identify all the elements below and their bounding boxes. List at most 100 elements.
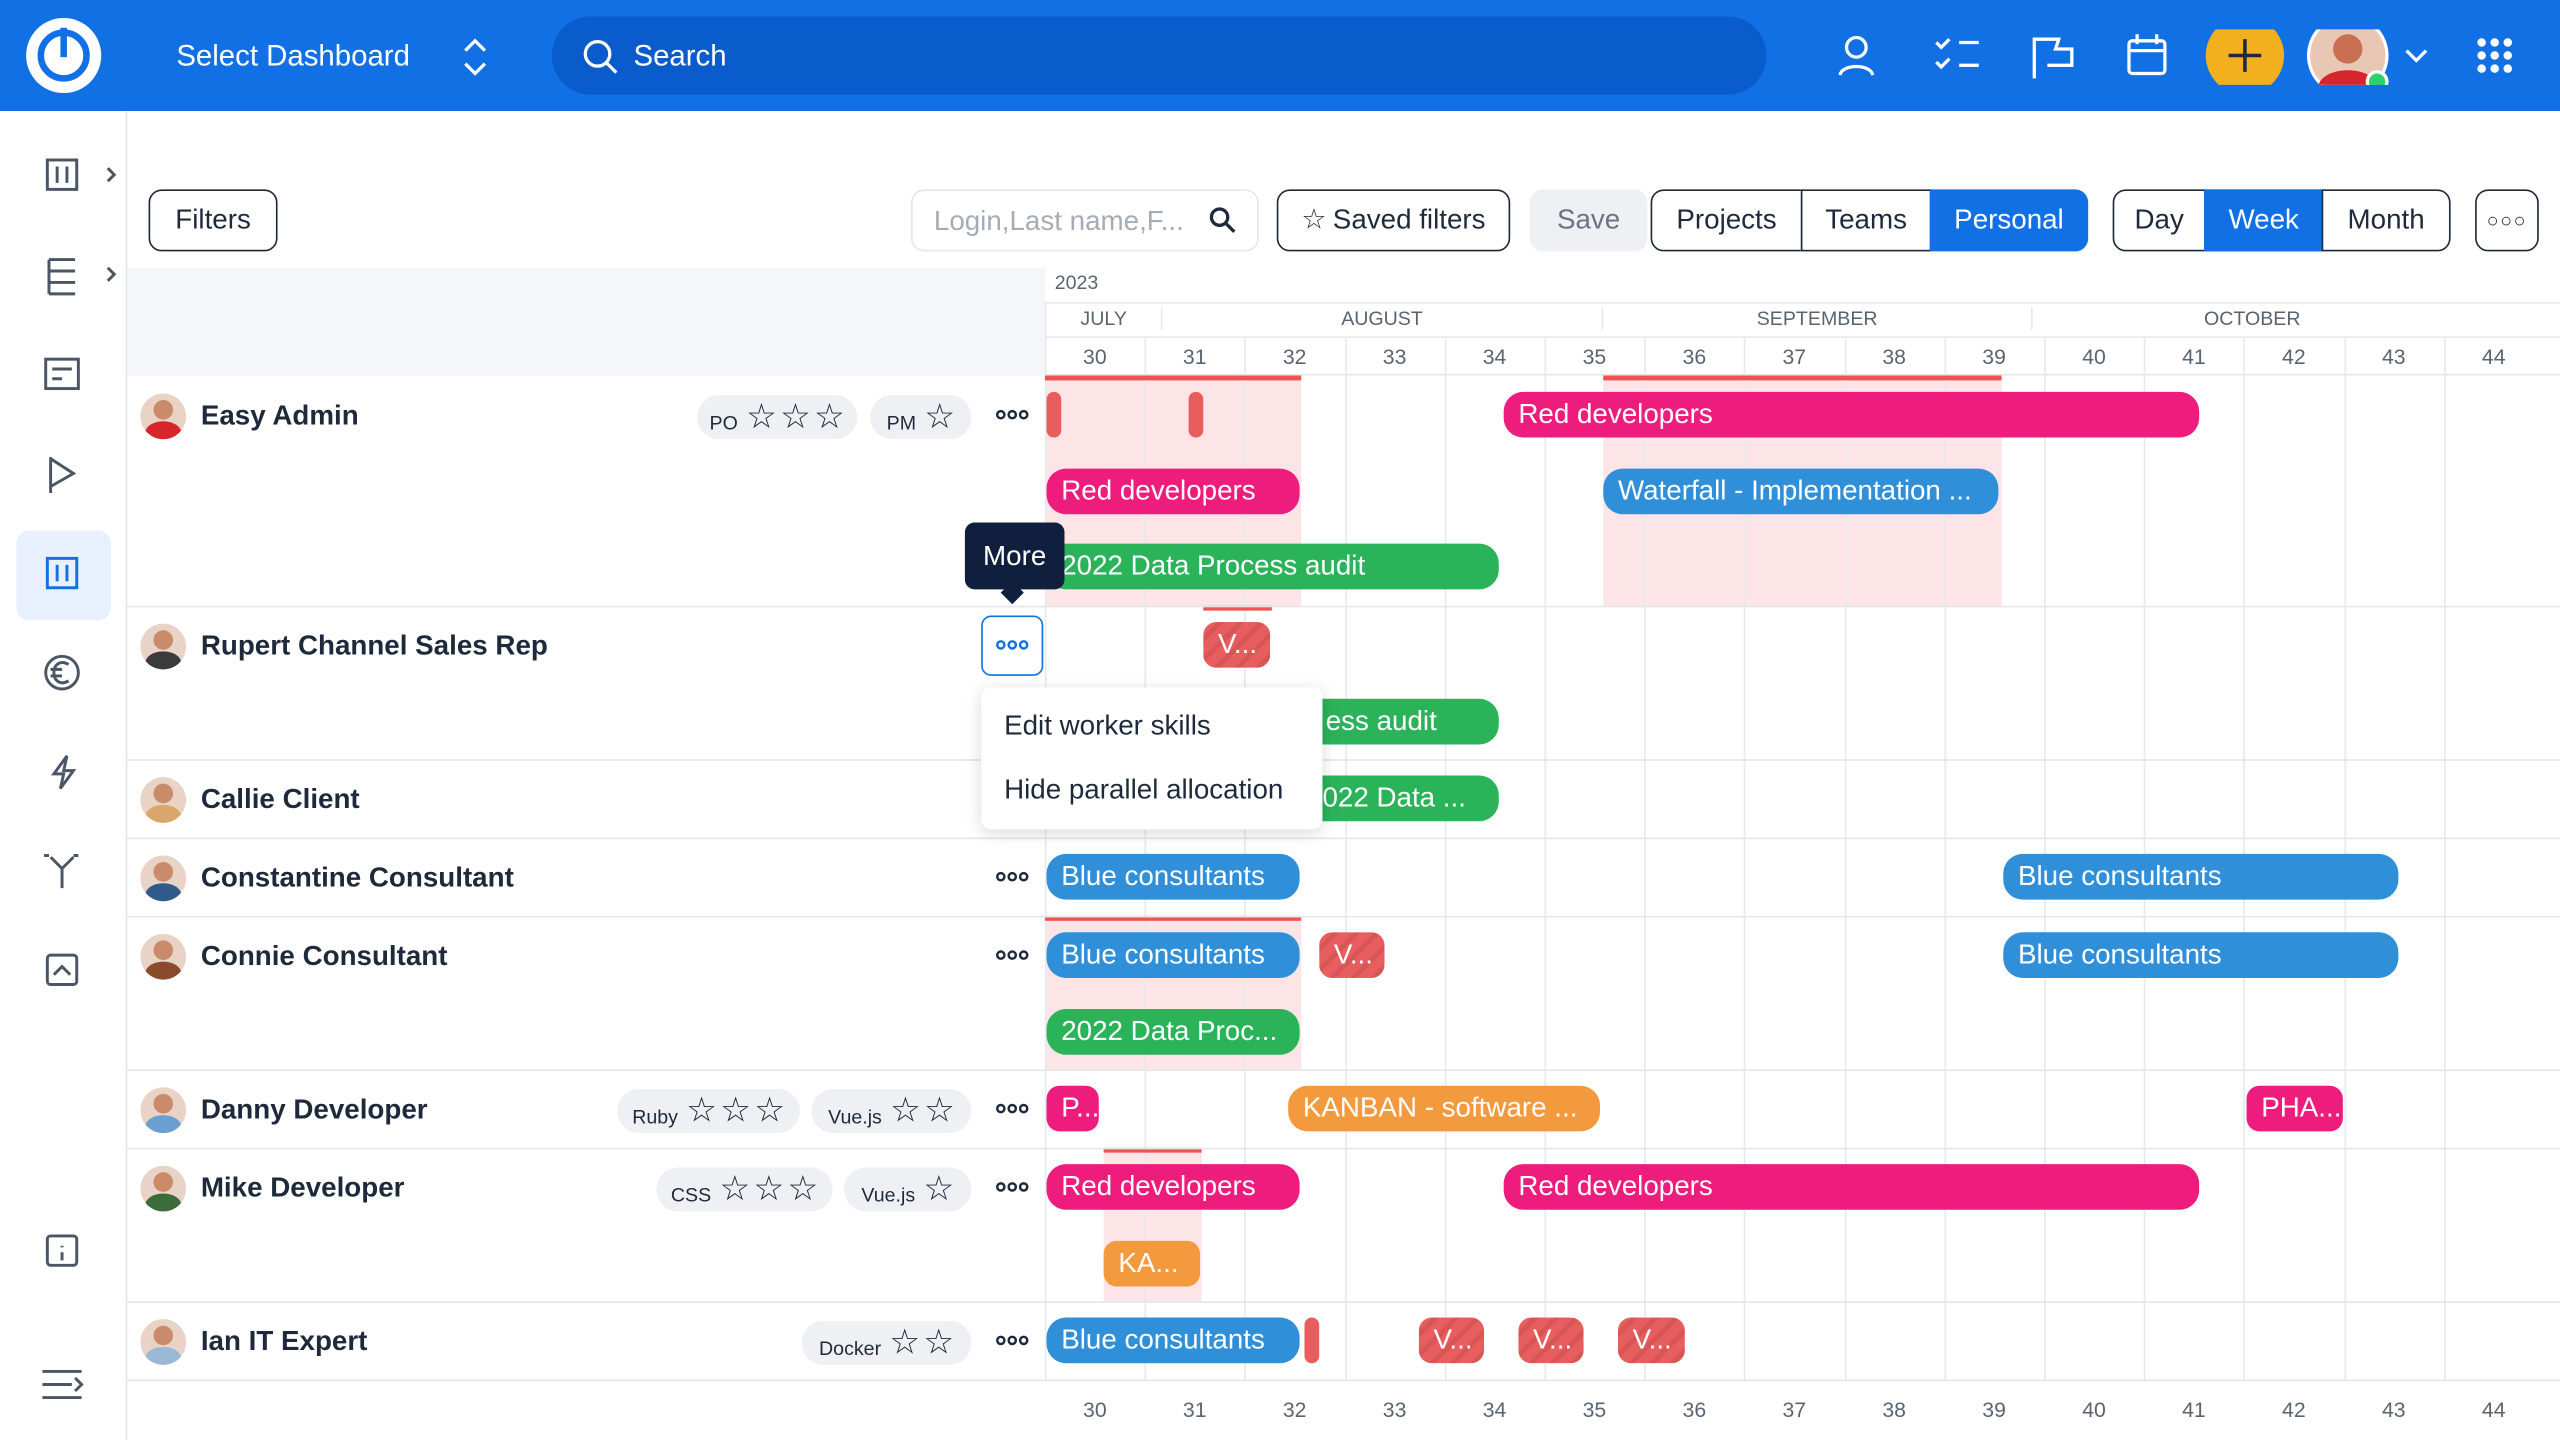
tab[interactable]: Day (2112, 189, 2206, 252)
allocation-bar[interactable]: V... (1617, 1317, 1685, 1364)
week-label: 38 (1882, 344, 1906, 369)
row-more-button-active[interactable] (981, 615, 1044, 676)
grid-line (2443, 337, 2446, 1380)
week-label: 37 (1782, 344, 1807, 369)
allocation-bar[interactable]: Blue consultants (1046, 1317, 1300, 1364)
allocation-bar[interactable]: 2022 Data Proc... (1046, 1008, 1300, 1054)
skill-star: ☆ (814, 398, 845, 436)
overload-line (1203, 605, 1272, 611)
allocation-bar[interactable]: Blue consultants (2003, 853, 2399, 900)
person-name[interactable]: Callie Client (200, 783, 360, 815)
sidebar-icons[interactable] (0, 111, 127, 1440)
avatar (140, 777, 187, 823)
skill-name: PO (709, 410, 738, 434)
search-placeholder[interactable]: Search (633, 39, 727, 72)
logo[interactable] (23, 15, 105, 97)
avatar-body (145, 961, 182, 980)
skill-star: ☆ (787, 1170, 819, 1209)
tab[interactable]: Teams (1800, 189, 1932, 252)
skill-star: ☆ (719, 1170, 751, 1209)
grid-line (1644, 337, 1647, 1380)
allocation-bar[interactable]: V... (1203, 622, 1271, 668)
person-name[interactable]: Rupert Channel Sales Rep (200, 630, 548, 662)
avatar (140, 623, 187, 670)
person-name[interactable]: Mike Developer (200, 1172, 405, 1204)
week-label: 38 (1882, 1397, 1906, 1423)
row-more[interactable] (988, 1324, 1037, 1362)
overload-line (1103, 1147, 1202, 1153)
allocation-bar[interactable]: Red developers (1046, 1164, 1300, 1210)
avatar-head (153, 399, 174, 420)
user-search-placeholder[interactable]: Login,Last name,F... (933, 205, 1184, 237)
skill-tag[interactable]: PO ☆ ☆ ☆ (697, 395, 858, 440)
week-label: 30 (1083, 1397, 1107, 1423)
user-search[interactable] (911, 189, 1259, 252)
person-name[interactable]: Ian IT Expert (200, 1325, 368, 1357)
week-label: 32 (1282, 344, 1307, 369)
allocation-bar[interactable]: PHA... (2246, 1085, 2343, 1132)
avatar-body (145, 1193, 182, 1212)
allocation-bar[interactable]: V... (1319, 932, 1385, 978)
person-name[interactable]: Connie Consultant (200, 940, 448, 972)
skill-tag[interactable]: Ruby ☆ ☆ ☆ (617, 1088, 800, 1134)
skill-name: Vue.js (861, 1182, 916, 1206)
week-label: 34 (1482, 1397, 1507, 1423)
skill-tag[interactable]: CSS ☆ ☆ ☆ (656, 1167, 833, 1212)
avatar (140, 855, 187, 902)
allocation-bar[interactable]: Red developers (1503, 1164, 2200, 1210)
week-label: 42 (2282, 1397, 2306, 1423)
saved-filters-label: Saved filters (1332, 204, 1486, 236)
menu-item[interactable]: Hide parallel allocation (1004, 773, 1284, 805)
skill-tag[interactable]: Docker ☆ ☆ (801, 1320, 972, 1365)
dots-icon (995, 1103, 1029, 1114)
tab[interactable]: Personal (1929, 189, 2089, 252)
row-more[interactable] (988, 398, 1037, 436)
skill-star: ☆ (923, 1324, 955, 1362)
search-box[interactable] (551, 16, 1767, 95)
allocation-bar[interactable] (1304, 1317, 1320, 1364)
dashboard-select[interactable]: Select Dashboard (176, 39, 410, 72)
saved-filters-button[interactable]: ☆ Saved filters (1276, 189, 1511, 252)
skill-tag[interactable]: Vue.js ☆ ☆ (811, 1088, 972, 1134)
allocation-bar[interactable]: V... (1518, 1317, 1584, 1364)
row-more[interactable] (988, 1171, 1037, 1209)
allocation-bar[interactable] (1188, 391, 1204, 438)
allocation-bar[interactable]: KANBAN - software ... (1288, 1085, 1600, 1132)
overload-line (1603, 375, 2002, 381)
filters-button[interactable]: Filters (148, 189, 278, 252)
allocation-bar[interactable]: KA... (1103, 1240, 1200, 1286)
allocation-bar[interactable]: Blue consultants (2003, 932, 2399, 978)
allocation-bar[interactable]: Blue consultants (1046, 932, 1300, 978)
select-arrows[interactable] (460, 36, 489, 78)
person-name[interactable]: Easy Admin (200, 399, 359, 432)
row-more[interactable] (988, 860, 1037, 898)
header-icons[interactable] (1829, 29, 2547, 85)
row-more[interactable] (988, 939, 1037, 977)
menu-item[interactable]: Edit worker skills (1004, 710, 1211, 742)
allocation-bar[interactable]: 2022 Data Process audit (1046, 543, 1499, 590)
skill-star: ☆ (686, 1092, 717, 1130)
allocation-bar[interactable]: V... (1418, 1317, 1485, 1364)
allocation-bar[interactable] (1046, 391, 1062, 438)
more-button[interactable]: ○○○ (2475, 189, 2539, 252)
allocation-bar[interactable]: Waterfall - Implementation ... (1603, 467, 1999, 514)
tab[interactable]: Month (2321, 189, 2451, 252)
allocation-bar[interactable]: P... (1046, 1085, 1099, 1132)
skill-name: Ruby (632, 1104, 678, 1128)
person-name[interactable]: Constantine Consultant (200, 862, 514, 894)
allocation-bar[interactable]: Blue consultants (1046, 853, 1300, 900)
week-label: 31 (1182, 1397, 1207, 1423)
skill-tag[interactable]: Vue.js ☆ (844, 1167, 972, 1212)
save-button[interactable]: Save (1529, 189, 1648, 252)
week-label: 41 (2182, 344, 2206, 369)
skill-name: CSS (670, 1182, 712, 1206)
tab[interactable]: Week (2204, 189, 2324, 252)
skill-tag[interactable]: PM ☆ (870, 395, 972, 440)
tab[interactable]: Projects (1650, 189, 1803, 252)
week-label: 34 (1482, 344, 1507, 369)
row-more[interactable] (988, 1092, 1037, 1130)
person-name[interactable]: Danny Developer (200, 1093, 428, 1125)
allocation-bar[interactable]: Red developers (1046, 467, 1300, 514)
week-label: 43 (2381, 1397, 2406, 1423)
allocation-bar[interactable]: Red developers (1503, 391, 2200, 438)
